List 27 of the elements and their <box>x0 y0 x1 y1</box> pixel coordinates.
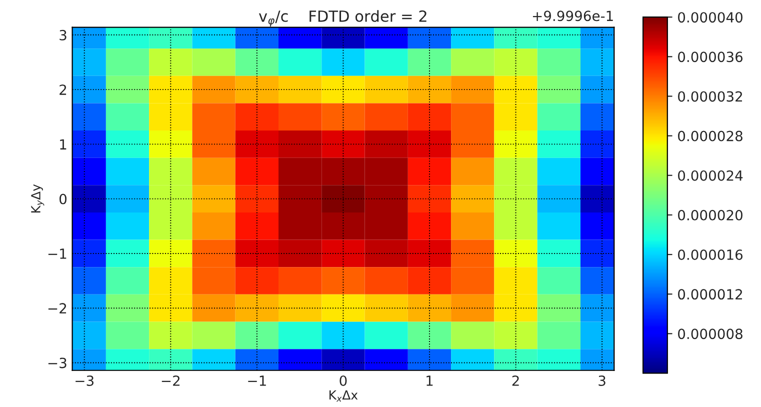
y-axis-title: K$_{y}$Δy <box>31 184 44 213</box>
y-tick-label: 1 <box>60 139 66 150</box>
x-tick-label: 1 <box>426 376 433 386</box>
x-tick-label: −2 <box>162 375 180 386</box>
x-tick-label: −3 <box>76 375 94 386</box>
x-axis-title: K$_{x}$Δx <box>330 390 358 402</box>
color-bar-label: 0.000016 <box>678 249 743 260</box>
chart-title: v$_{φ}$/c FDTD order = 2 <box>258 10 426 26</box>
color-bar-label: 0.000008 <box>678 328 742 340</box>
color-bar-label: 0.000020 <box>678 210 742 220</box>
y-tick-label: −2 <box>48 303 66 314</box>
x-tick-label: 2 <box>512 375 519 386</box>
color-bar-label: 0.000032 <box>678 91 742 102</box>
x-tick-label: 0 <box>340 375 347 386</box>
x-tick-label: −1 <box>248 376 266 386</box>
color-bar-label: 0.000028 <box>678 130 742 142</box>
y-tick-label: 3 <box>60 30 66 40</box>
color-bar-label: 0.000012 <box>678 289 742 300</box>
x-tick-label: 3 <box>598 375 606 386</box>
color-bar-label: 0.000040 <box>678 12 742 23</box>
y-tick-label: −3 <box>48 358 66 368</box>
y-tick-label: 0 <box>60 194 67 204</box>
y-tick-label: −1 <box>48 248 66 259</box>
color-bar-label: 0.000036 <box>678 52 743 62</box>
text: +9.9996e-1 <box>532 10 613 22</box>
color-bar-label: 0.000024 <box>678 170 743 181</box>
y-tick-label: 2 <box>60 84 66 95</box>
